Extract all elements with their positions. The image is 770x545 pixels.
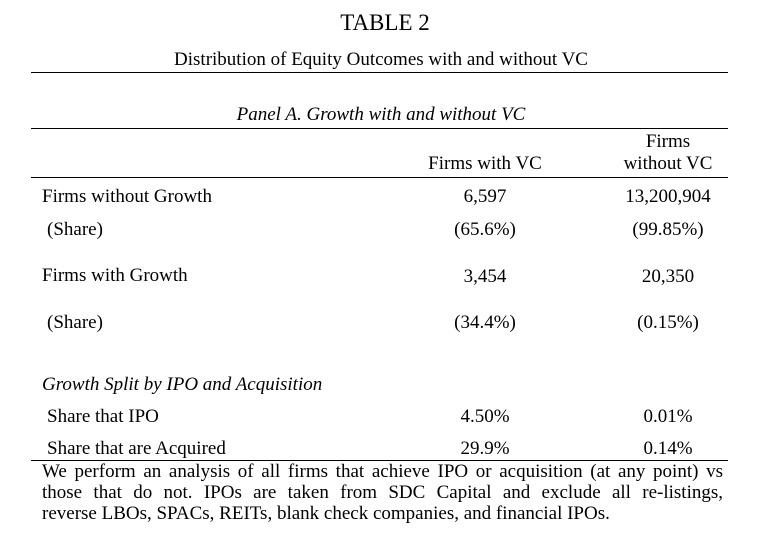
col1-header: Firms with VC [428,153,542,174]
row-label: Firms without Growth [42,186,212,207]
col2-header-line1: Firms [645,131,691,152]
row-label: Firms with Growth [42,265,188,286]
cell-vc: (65.6%) [454,219,516,240]
panel-title: Panel A. Growth with and without VC [236,104,526,125]
split-heading: Growth Split by IPO and Acquisition [42,374,323,395]
note-line: We perform an analysis of all firms that… [42,461,723,482]
cell-vc: (34.4%) [454,312,516,333]
cell-vc: 29.9% [460,438,510,459]
note-line: those that do not. IPOs are taken from S… [42,482,723,503]
cell-no-vc: 20,350 [641,266,695,287]
cell-vc: 3,454 [463,266,507,287]
cell-vc: 4.50% [460,406,510,427]
cell-vc: 6,597 [463,186,507,207]
rule-top [31,72,728,73]
row-label: (Share) [47,219,103,240]
cell-no-vc: 13,200,904 [625,186,711,207]
row-label: (Share) [47,312,103,333]
table-note: We perform an analysis of all firms that… [42,461,723,524]
row-label: Share that are Acquired [47,438,226,459]
cell-no-vc: 0.01% [643,406,693,427]
rule-panel [31,128,728,129]
cell-no-vc: 0.14% [643,438,693,459]
col2-header-line2: without VC [623,153,713,174]
cell-no-vc: (99.85%) [632,219,704,240]
row-label: Share that IPO [47,406,159,427]
table-subtitle: Distribution of Equity Outcomes with and… [174,49,588,70]
note-line: reverse LBOs, SPACs, REITs, blank check … [42,503,610,524]
cell-no-vc: (0.15%) [637,312,699,333]
rule-bottom [31,460,728,461]
table-title: TABLE 2 [340,10,430,35]
rule-header [31,177,728,178]
